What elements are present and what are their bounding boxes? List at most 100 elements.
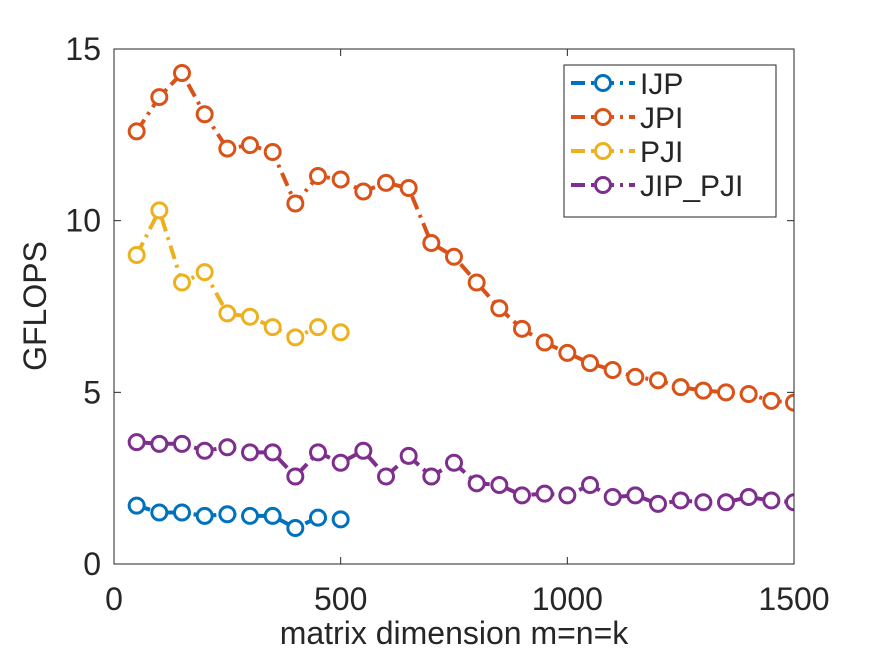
data-point — [694, 493, 713, 512]
data-point — [241, 307, 259, 326]
series-line — [134, 205, 342, 340]
data-point — [309, 443, 327, 462]
data-point — [127, 496, 146, 515]
data-point — [263, 506, 282, 525]
data-point — [422, 233, 441, 252]
data-point — [173, 64, 191, 83]
data-point — [218, 505, 237, 524]
data-point — [286, 194, 305, 213]
y-tick-label: 5 — [83, 374, 101, 410]
series-layer — [127, 64, 824, 537]
x-tick-label: 0 — [105, 581, 123, 617]
series-ijp — [127, 496, 350, 537]
axis-ticks: 0 500 1000 1500 0 5 10 15 — [65, 31, 829, 617]
data-point — [127, 122, 146, 141]
data-point — [603, 361, 622, 380]
x-tick-label: 500 — [314, 581, 367, 617]
data-point — [422, 467, 441, 486]
data-point — [195, 441, 214, 460]
data-point — [150, 503, 169, 522]
data-point — [150, 88, 169, 107]
data-point — [785, 393, 794, 412]
data-point — [173, 434, 191, 453]
data-point — [671, 378, 690, 397]
legend-marker — [594, 108, 612, 126]
data-point — [581, 354, 599, 373]
data-point — [173, 273, 191, 292]
data-point — [286, 518, 305, 537]
legend-label: JPI — [640, 102, 683, 135]
series-line — [136, 503, 341, 531]
data-point — [218, 304, 237, 323]
data-point — [558, 486, 577, 505]
data-point — [467, 474, 486, 493]
legend-item: JPI — [571, 102, 683, 135]
data-point — [195, 105, 214, 124]
data-point — [739, 488, 758, 507]
legend-label: IJP — [640, 68, 683, 101]
legend-label: JIP_PJI — [640, 170, 743, 203]
legend-marker — [594, 142, 612, 160]
legend-label: PJI — [640, 136, 683, 169]
x-axis-label: matrix dimension m=n=k — [280, 615, 630, 651]
data-point — [717, 383, 735, 402]
data-point — [467, 273, 486, 292]
data-point — [739, 385, 758, 404]
data-point — [626, 486, 645, 505]
data-point — [649, 494, 667, 513]
data-point — [649, 371, 667, 390]
data-point — [331, 510, 350, 529]
data-point — [785, 493, 794, 512]
data-point — [150, 434, 169, 453]
data-point — [603, 488, 622, 507]
data-point — [309, 167, 327, 186]
data-point — [331, 170, 350, 189]
data-point — [694, 381, 713, 400]
data-point — [762, 391, 781, 410]
data-point — [331, 323, 350, 342]
data-point — [377, 173, 395, 192]
data-point — [241, 136, 259, 155]
data-point — [263, 443, 282, 462]
data-point — [286, 467, 305, 486]
data-point — [558, 343, 577, 362]
data-point — [354, 182, 373, 201]
data-point — [173, 503, 191, 522]
data-point — [809, 496, 824, 511]
y-tick-label: 15 — [65, 31, 101, 67]
data-point — [218, 139, 237, 158]
data-point — [445, 453, 463, 472]
data-point — [127, 246, 146, 264]
data-point — [218, 438, 237, 457]
data-point — [535, 484, 554, 503]
data-point — [399, 446, 418, 465]
y-axis-label: GFLOPS — [17, 241, 53, 371]
series-jip-pji — [127, 433, 824, 513]
legend-item: PJI — [571, 136, 683, 169]
data-point — [241, 506, 259, 525]
legend-item: JIP_PJI — [571, 170, 743, 203]
data-point — [809, 395, 824, 410]
data-point — [377, 467, 395, 486]
y-tick-label: 0 — [83, 546, 101, 582]
data-point — [263, 143, 282, 161]
data-point — [263, 318, 282, 337]
data-point — [150, 201, 169, 220]
data-point — [490, 299, 509, 318]
data-point — [399, 179, 418, 198]
data-point — [513, 319, 531, 338]
data-point — [535, 333, 554, 352]
y-tick-label: 10 — [65, 203, 101, 239]
data-point — [671, 491, 690, 510]
series-jpi — [127, 64, 824, 412]
data-point — [490, 476, 509, 495]
legend-marker — [594, 74, 612, 92]
data-point — [309, 318, 327, 337]
data-point — [127, 433, 146, 452]
data-point — [581, 476, 599, 495]
data-point — [331, 453, 350, 472]
x-tick-label: 1000 — [532, 581, 603, 617]
data-point — [286, 328, 305, 347]
data-point — [354, 441, 373, 460]
